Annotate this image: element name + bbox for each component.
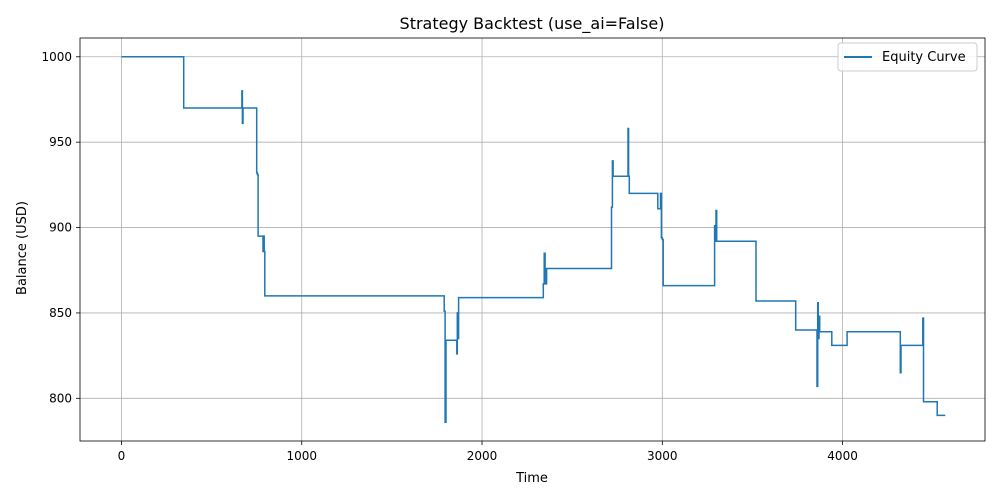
x-tick-label: 3000: [647, 449, 678, 463]
x-axis-ticks: 0 1000 2000 3000 4000: [118, 441, 858, 463]
x-axis-label: Time: [515, 471, 548, 486]
y-tick-label: 900: [49, 221, 72, 235]
y-axis-ticks: 800 850 900 950 1000: [41, 50, 80, 405]
y-axis-label: Balance (USD): [15, 201, 30, 295]
y-tick-label: 950: [49, 135, 72, 149]
legend-label: Equity Curve: [882, 50, 966, 65]
x-tick-label: 2000: [467, 449, 498, 463]
legend: Equity Curve: [837, 42, 978, 72]
y-tick-label: 850: [49, 306, 72, 320]
x-tick-label: 0: [118, 449, 126, 463]
grid-lines: [80, 38, 985, 441]
series-layer: [121, 56, 946, 423]
y-tick-label: 1000: [41, 50, 72, 64]
plot-frame: [79, 37, 986, 442]
legend-box: [837, 42, 978, 72]
chart-title: Strategy Backtest (use_ai=False): [400, 14, 665, 34]
x-tick-label: 1000: [286, 449, 317, 463]
series-line-equity-curve: [121, 56, 946, 423]
x-tick-label: 4000: [827, 449, 858, 463]
y-tick-label: 800: [49, 391, 72, 405]
